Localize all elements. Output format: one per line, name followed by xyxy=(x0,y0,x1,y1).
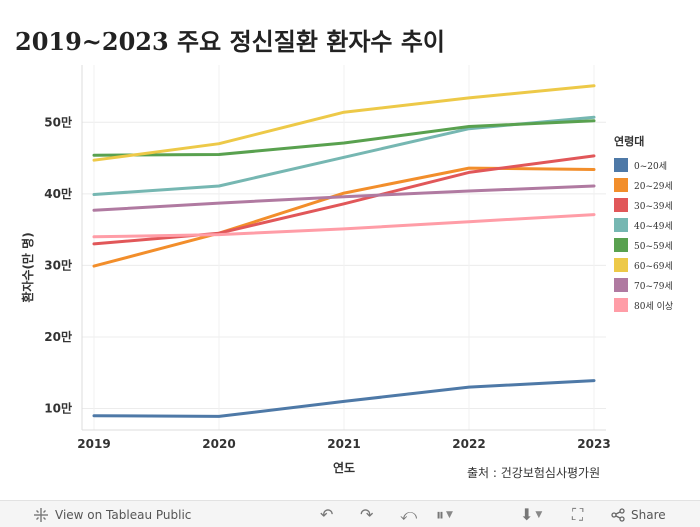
legend-items: 0~20세 20~29세 30~39세 40~49세 50~59세 60~69세 70~79… xyxy=(614,155,700,315)
series-line[interactable] xyxy=(92,166,596,268)
legend-label: 40~49세 xyxy=(634,221,673,232)
legend-swatch xyxy=(614,238,628,252)
source-note: 출처 : 건강보험심사평가원 xyxy=(467,466,601,480)
y-tick-label: 30만 xyxy=(44,257,72,272)
tableau-logo-icon xyxy=(34,507,48,522)
legend-item[interactable]: 80세 이상 xyxy=(614,295,700,315)
download-icon: ⬇ xyxy=(520,505,534,524)
series-line[interactable] xyxy=(92,184,596,212)
line-chart[interactable]: 10만 20만 30만 40만 50만 2019 2020 2021 2022 2023 연도 환자수… xyxy=(0,0,700,500)
x-axis-title: 연도 xyxy=(333,460,355,475)
chart-title: 2019~2023 주요 정신질환 환자수 추이 xyxy=(15,27,446,56)
legend-label: 80세 이상 xyxy=(634,301,674,312)
legend-swatch xyxy=(614,298,628,312)
y-axis-title: 환자수(만 명) xyxy=(20,232,35,302)
legend: 연령대 0~20세 20~29세 30~39세 40~49세 50~59세 60~69세 7… xyxy=(614,133,700,315)
x-tick-label: 2020 xyxy=(202,437,235,451)
legend-item[interactable]: 40~49세 xyxy=(614,215,700,235)
series-line[interactable] xyxy=(92,84,596,162)
view-on-tableau-button[interactable]: View on Tableau Public xyxy=(33,501,191,527)
legend-item[interactable]: 30~39세 xyxy=(614,195,700,215)
legend-label: 30~39세 xyxy=(634,201,673,212)
legend-item[interactable]: 0~20세 xyxy=(614,155,700,175)
legend-item[interactable]: 70~79세 xyxy=(614,275,700,295)
revert-button[interactable]: ⤺ xyxy=(400,501,417,527)
share-button[interactable]: Share xyxy=(611,501,666,527)
undo-button[interactable]: ↶ xyxy=(320,501,333,527)
tableau-toolbar: View on Tableau Public ↶ ↷ ⤺ ⏸ ▼ ⬇ ▼ ⛶ Sha… xyxy=(0,500,700,527)
legend-swatch xyxy=(614,198,628,212)
legend-swatch xyxy=(614,218,628,232)
redo-button[interactable]: ↷ xyxy=(360,501,373,527)
pause-icon: ⏸ xyxy=(436,504,445,524)
legend-label: 70~79세 xyxy=(634,281,673,292)
legend-label: 20~29세 xyxy=(634,181,673,192)
legend-item[interactable]: 20~29세 xyxy=(614,175,700,195)
share-icon xyxy=(611,507,625,522)
series-line[interactable] xyxy=(92,119,596,157)
fullscreen-icon: ⛶ xyxy=(572,504,584,524)
revert-icon: ⤺ xyxy=(400,504,418,524)
y-tick-label: 10만 xyxy=(44,401,72,416)
x-tick-label: 2022 xyxy=(452,437,485,451)
y-tick-label: 40만 xyxy=(44,186,72,201)
download-button[interactable]: ⬇ ▼ xyxy=(520,501,542,527)
y-tick-label: 20만 xyxy=(44,329,72,344)
legend-title: 연령대 xyxy=(614,135,645,148)
y-tick-label: 50만 xyxy=(44,114,72,129)
legend-item[interactable]: 50~59세 xyxy=(614,235,700,255)
chevron-down-icon: ▼ xyxy=(535,509,543,520)
chevron-down-icon: ▼ xyxy=(446,509,453,520)
x-tick-label: 2023 xyxy=(577,437,610,451)
share-label: Share xyxy=(631,507,666,522)
legend-label: 50~59세 xyxy=(634,241,673,252)
redo-icon: ↷ xyxy=(360,505,374,524)
undo-icon: ↶ xyxy=(320,505,334,524)
legend-swatch xyxy=(614,278,628,292)
legend-label: 0~20세 xyxy=(634,161,667,172)
x-tick-label: 2019 xyxy=(77,437,110,451)
fullscreen-button[interactable]: ⛶ xyxy=(572,501,583,527)
legend-label: 60~69세 xyxy=(634,261,673,272)
legend-swatch xyxy=(614,258,628,272)
x-tick-label: 2021 xyxy=(327,437,360,451)
legend-swatch xyxy=(614,178,628,192)
pause-button[interactable]: ⏸ ▼ xyxy=(436,501,453,527)
series-line[interactable] xyxy=(92,379,596,418)
view-on-tableau-label: View on Tableau Public xyxy=(55,507,192,522)
legend-item[interactable]: 60~69세 xyxy=(614,255,700,275)
series-line[interactable] xyxy=(92,213,596,239)
legend-swatch xyxy=(614,158,628,172)
